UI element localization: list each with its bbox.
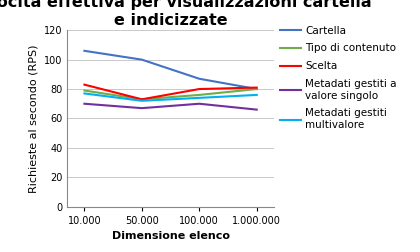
X-axis label: Dimensione elenco: Dimensione elenco: [112, 231, 230, 241]
Tipo di contenuto: [82, 89, 87, 92]
Cartella: [254, 87, 259, 90]
Cartella: [82, 49, 87, 52]
Metadati gestiti
multivalore: [82, 92, 87, 95]
Title: Velocità effettiva per visualizzazioni cartella
e indicizzate: Velocità effettiva per visualizzazioni c…: [0, 0, 372, 28]
Metadati gestiti a
valore singolo: [139, 107, 144, 110]
Cartella: [197, 77, 202, 80]
Legend: Cartella, Tipo di contenuto, Scelta, Metadati gestiti a
valore singolo, Metadati: Cartella, Tipo di contenuto, Scelta, Met…: [276, 21, 401, 134]
Metadati gestiti
multivalore: [254, 93, 259, 97]
Metadati gestiti a
valore singolo: [197, 102, 202, 105]
Tipo di contenuto: [139, 98, 144, 101]
Line: Tipo di contenuto: Tipo di contenuto: [84, 89, 257, 99]
Line: Cartella: Cartella: [84, 51, 257, 89]
Line: Scelta: Scelta: [84, 85, 257, 99]
Metadati gestiti
multivalore: [197, 96, 202, 99]
Metadati gestiti a
valore singolo: [82, 102, 87, 105]
Line: Metadati gestiti a
valore singolo: Metadati gestiti a valore singolo: [84, 104, 257, 110]
Metadati gestiti a
valore singolo: [254, 108, 259, 111]
Tipo di contenuto: [254, 87, 259, 90]
Scelta: [197, 87, 202, 90]
Scelta: [139, 98, 144, 101]
Y-axis label: Richieste al secondo (RPS): Richieste al secondo (RPS): [28, 44, 38, 193]
Metadati gestiti
multivalore: [139, 99, 144, 102]
Line: Metadati gestiti
multivalore: Metadati gestiti multivalore: [84, 93, 257, 101]
Cartella: [139, 58, 144, 61]
Tipo di contenuto: [197, 93, 202, 97]
Scelta: [82, 83, 87, 86]
Scelta: [254, 86, 259, 89]
